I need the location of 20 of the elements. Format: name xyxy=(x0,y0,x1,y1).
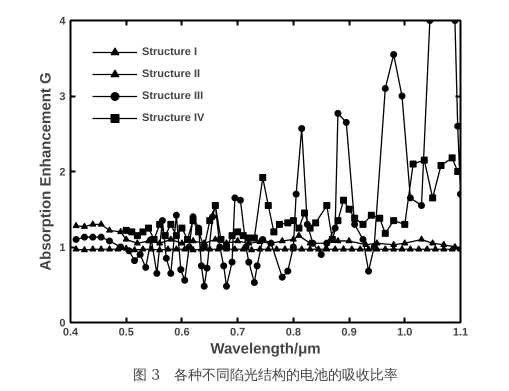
y-tick-label: 3 xyxy=(59,91,66,103)
x-tick-label: 0.5 xyxy=(118,326,134,338)
y-tick-label: 1 xyxy=(59,242,66,254)
x-tick-label: 0.9 xyxy=(341,326,357,338)
caption: 图 3 各种不同陷光结构的电池的吸收比率 xyxy=(132,368,398,384)
x-axis-title: Wavelength/μm xyxy=(210,340,321,358)
legend-label: Structure III xyxy=(142,90,204,102)
x-tick-label: 1.1 xyxy=(452,326,468,338)
x-tick-label: 0.6 xyxy=(174,326,190,338)
y-tick-label: 4 xyxy=(59,16,66,28)
legend-label: Structure II xyxy=(142,68,200,80)
y-tick-label: 2 xyxy=(59,166,66,178)
y-axis-title: Absorption Enhancement G xyxy=(37,72,54,271)
x-tick-label: 0.4 xyxy=(62,326,80,338)
legend-label: Structure I xyxy=(142,46,198,58)
legend-label: Structure IV xyxy=(142,112,204,124)
x-tick-label: 0.8 xyxy=(286,326,302,338)
x-tick-label: 0.7 xyxy=(230,326,246,338)
x-tick-label: 1.0 xyxy=(397,326,412,338)
y-tick-label: 0 xyxy=(59,318,66,330)
